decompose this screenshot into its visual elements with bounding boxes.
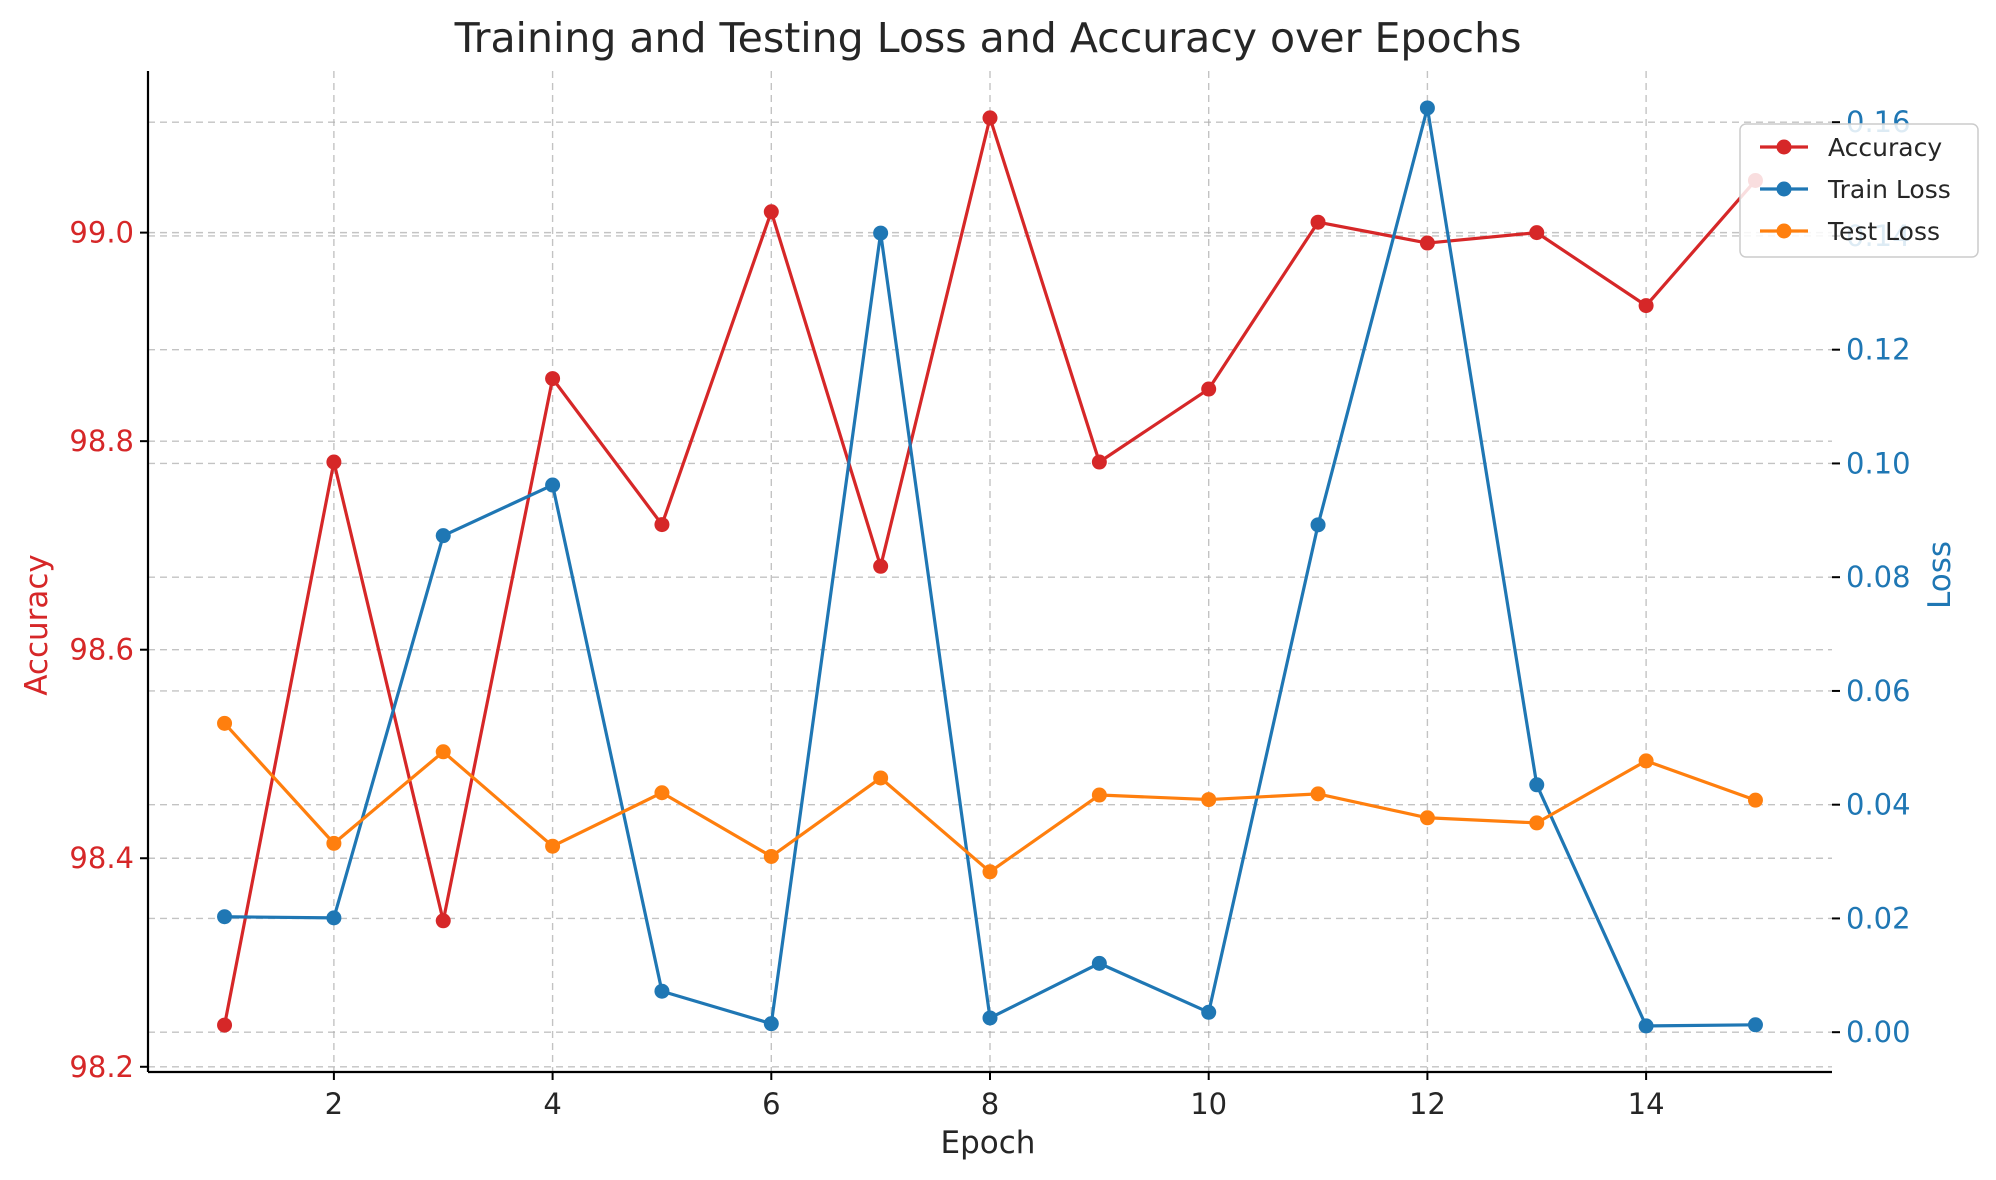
- x-tick-label: 2: [325, 1087, 343, 1121]
- axes-layer: 2 4 6 8 10 12 14 98.2 98.4 98.6 98.8 99.0 0.00 0.02 0.…: [69, 71, 1911, 1121]
- series-accuracy: [217, 110, 1763, 1033]
- series-train-loss: [217, 100, 1763, 1034]
- left-y-tick-label: 98.4: [69, 841, 134, 875]
- test-loss-point: [1310, 786, 1326, 802]
- train-loss-point: [1529, 777, 1545, 793]
- test-loss-point: [1091, 787, 1107, 803]
- accuracy-point: [1091, 454, 1107, 470]
- legend-item-train-loss: Train Loss: [1760, 175, 1951, 204]
- x-tick-label: 6: [762, 1087, 780, 1121]
- left-y-tick-label: 98.2: [69, 1050, 134, 1084]
- x-tick-label: 10: [1190, 1087, 1227, 1121]
- legend-label: Test Loss: [1827, 217, 1940, 246]
- legend-box: [1739, 123, 1979, 258]
- series-layer: [217, 100, 1763, 1034]
- train-loss-point: [873, 225, 889, 241]
- test-loss-point: [435, 744, 451, 760]
- series-test-loss: [217, 715, 1763, 880]
- train-loss-point: [982, 1010, 998, 1026]
- test-loss-point: [1638, 753, 1654, 769]
- accuracy-point: [1638, 298, 1654, 314]
- train-loss-point: [435, 528, 451, 544]
- train-loss-point: [1201, 1004, 1217, 1020]
- legend-swatch-marker: [1776, 223, 1792, 239]
- legend-swatch-marker: [1776, 181, 1792, 197]
- test-loss-point: [982, 864, 998, 880]
- x-tick-label: 4: [543, 1087, 561, 1121]
- x-tick-label: 12: [1409, 1087, 1446, 1121]
- left-y-tick-label: 98.6: [69, 633, 134, 667]
- test-loss-point: [763, 848, 779, 864]
- accuracy-point: [435, 913, 451, 929]
- train-loss-point: [763, 1016, 779, 1032]
- accuracy-point: [217, 1017, 233, 1033]
- accuracy-point: [1310, 214, 1326, 230]
- legend: Accuracy Train Loss Test Loss: [1739, 123, 1979, 258]
- x-axis-label: Epoch: [941, 1125, 1036, 1161]
- train-loss-point: [1638, 1018, 1654, 1034]
- left-y-tick-label: 98.8: [69, 424, 134, 458]
- accuracy-point: [1201, 381, 1217, 397]
- train-loss-point: [1310, 517, 1326, 533]
- test-loss-point: [326, 835, 342, 851]
- x-tick-label: 14: [1628, 1087, 1665, 1121]
- right-y-axis-label: Loss: [1922, 541, 1958, 609]
- right-y-tick-label: 0.12: [1846, 333, 1911, 367]
- legend-label: Train Loss: [1827, 175, 1951, 204]
- accuracy-point: [326, 454, 342, 470]
- accuracy-point: [763, 204, 779, 220]
- right-y-tick-label: 0.06: [1846, 674, 1911, 708]
- left-y-axis-label: Accuracy: [19, 554, 55, 696]
- train-loss-point: [217, 909, 233, 925]
- legend-item-test-loss: Test Loss: [1760, 217, 1940, 246]
- accuracy-point: [1529, 225, 1545, 241]
- accuracy-point: [982, 110, 998, 126]
- legend-label: Accuracy: [1828, 133, 1942, 162]
- train-loss-point: [545, 477, 561, 493]
- test-loss-point: [873, 770, 889, 786]
- x-tick-label: 8: [981, 1087, 999, 1121]
- train-loss-point: [1747, 1017, 1763, 1033]
- accuracy-point: [545, 371, 561, 387]
- right-y-tick-label: 0.00: [1846, 1015, 1911, 1049]
- chart-title: Training and Testing Loss and Accuracy o…: [454, 14, 1522, 62]
- test-loss-point: [217, 715, 233, 731]
- test-loss-point: [1419, 810, 1435, 826]
- right-y-tick-label: 0.10: [1846, 446, 1911, 480]
- accuracy-point: [1419, 235, 1435, 251]
- train-loss-point: [1419, 100, 1435, 116]
- right-y-tick-label: 0.02: [1846, 901, 1911, 935]
- grid-layer: [148, 71, 1832, 1072]
- accuracy-point: [654, 517, 670, 533]
- left-y-tick-label: 99.0: [69, 216, 134, 250]
- right-y-tick-label: 0.08: [1846, 560, 1911, 594]
- test-loss-point: [1529, 815, 1545, 831]
- right-y-tick-label: 0.04: [1846, 788, 1911, 822]
- train-loss-point: [1091, 955, 1107, 971]
- accuracy-point: [873, 558, 889, 574]
- test-loss-point: [1201, 792, 1217, 808]
- test-loss-point: [1747, 792, 1763, 808]
- test-loss-point: [545, 838, 561, 854]
- train-loss-point: [326, 910, 342, 926]
- legend-swatch-marker: [1776, 139, 1792, 155]
- test-loss-point: [654, 785, 670, 801]
- train-loss-point: [654, 983, 670, 999]
- legend-item-accuracy: Accuracy: [1760, 133, 1942, 162]
